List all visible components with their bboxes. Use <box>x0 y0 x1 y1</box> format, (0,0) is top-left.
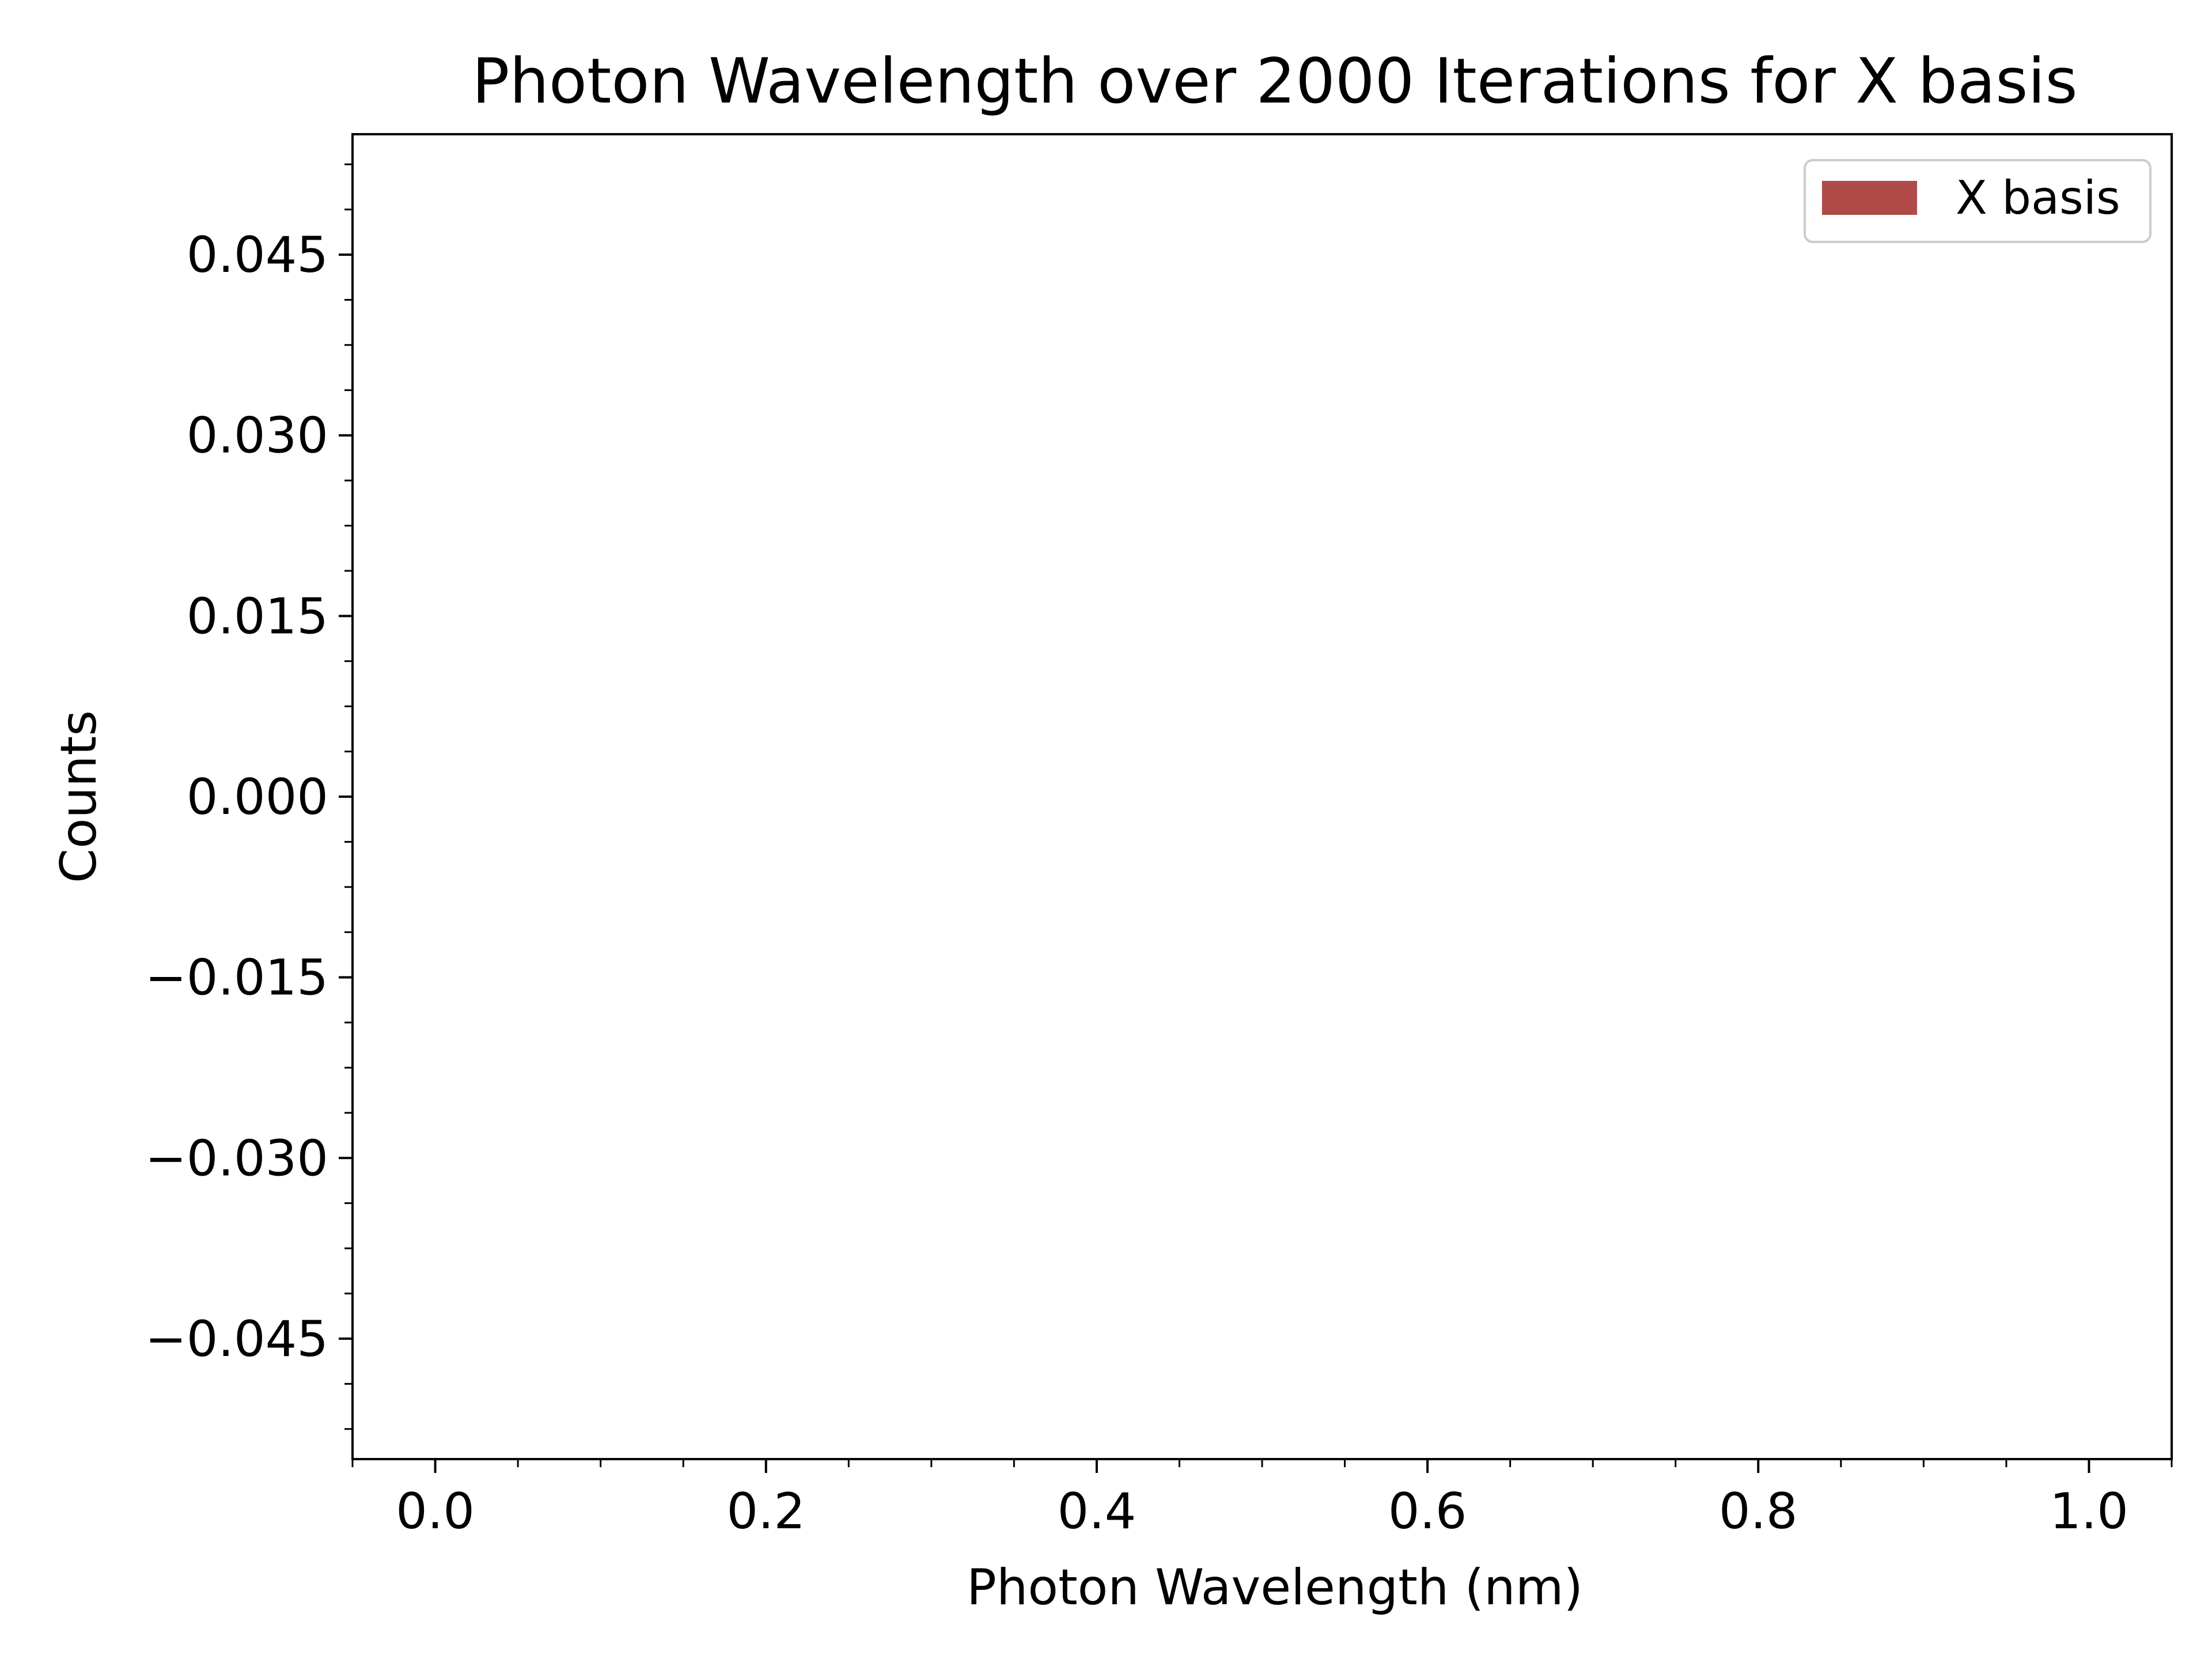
y-tick-label: −0.030 <box>145 1130 328 1187</box>
y-tick-label: 0.030 <box>187 407 328 465</box>
legend-swatch <box>1822 181 1917 215</box>
x-tick-label: 0.8 <box>1719 1483 1798 1540</box>
y-tick-label: 0.000 <box>187 768 328 826</box>
legend: X basis <box>1804 159 2152 243</box>
x-axis-label: Photon Wavelength (nm) <box>967 1559 1583 1616</box>
y-tick-label: 0.015 <box>187 588 328 645</box>
x-tick-label: 0.4 <box>1058 1483 1137 1540</box>
plot-area <box>353 134 2172 1459</box>
x-tick-label: 0.6 <box>1388 1483 1467 1540</box>
chart-title: Photon Wavelength over 2000 Iterations f… <box>472 46 2077 118</box>
legend-frame <box>1804 159 2152 243</box>
y-tick-label: −0.015 <box>145 949 328 1007</box>
x-tick-label: 1.0 <box>2050 1483 2128 1540</box>
y-tick-label: 0.045 <box>187 226 328 284</box>
y-tick-label: −0.045 <box>145 1310 328 1368</box>
x-axis-ticks: 0.0 0.2 0.4 0.6 0.8 1.0 <box>396 1459 2128 1540</box>
y-axis-label: Counts <box>50 710 108 883</box>
legend-label-x-basis: X basis <box>1956 171 2120 225</box>
x-tick-label: 0.0 <box>396 1483 475 1540</box>
plot-frame <box>351 133 2173 1460</box>
y-axis-ticks: −0.045 −0.030 −0.015 0.000 0.015 0.030 0.045 <box>145 226 353 1368</box>
x-tick-label: 0.2 <box>726 1483 805 1540</box>
